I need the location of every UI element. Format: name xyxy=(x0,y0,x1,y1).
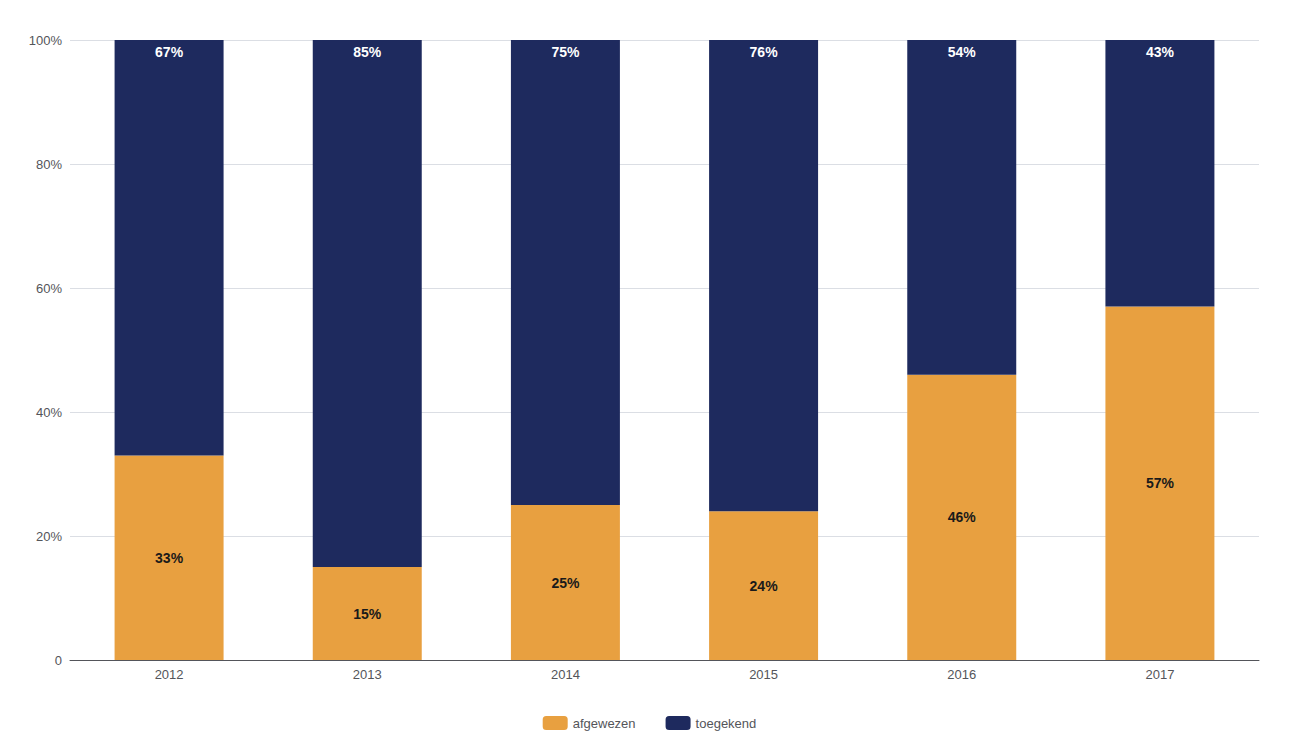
svg-text:100%: 100% xyxy=(29,33,63,48)
svg-text:33%: 33% xyxy=(155,550,184,566)
svg-text:15%: 15% xyxy=(353,606,382,622)
svg-text:2012: 2012 xyxy=(155,667,184,682)
svg-text:0: 0 xyxy=(55,653,62,668)
svg-text:afgewezen: afgewezen xyxy=(573,716,636,731)
svg-text:2015: 2015 xyxy=(749,667,778,682)
svg-text:2013: 2013 xyxy=(353,667,382,682)
svg-text:46%: 46% xyxy=(948,509,977,525)
svg-text:67%: 67% xyxy=(155,44,184,60)
svg-text:20%: 20% xyxy=(36,529,62,544)
svg-text:2017: 2017 xyxy=(1145,667,1174,682)
svg-text:57%: 57% xyxy=(1146,475,1175,491)
svg-text:85%: 85% xyxy=(353,44,382,60)
svg-text:60%: 60% xyxy=(36,281,62,296)
svg-text:54%: 54% xyxy=(948,44,977,60)
svg-text:76%: 76% xyxy=(750,44,779,60)
svg-text:40%: 40% xyxy=(36,405,62,420)
svg-text:24%: 24% xyxy=(750,578,779,594)
svg-text:2016: 2016 xyxy=(947,667,976,682)
svg-text:2014: 2014 xyxy=(551,667,580,682)
svg-text:80%: 80% xyxy=(36,157,62,172)
svg-text:75%: 75% xyxy=(551,44,580,60)
svg-text:25%: 25% xyxy=(551,575,580,591)
svg-text:43%: 43% xyxy=(1146,44,1175,60)
svg-text:toegekend: toegekend xyxy=(696,716,757,731)
